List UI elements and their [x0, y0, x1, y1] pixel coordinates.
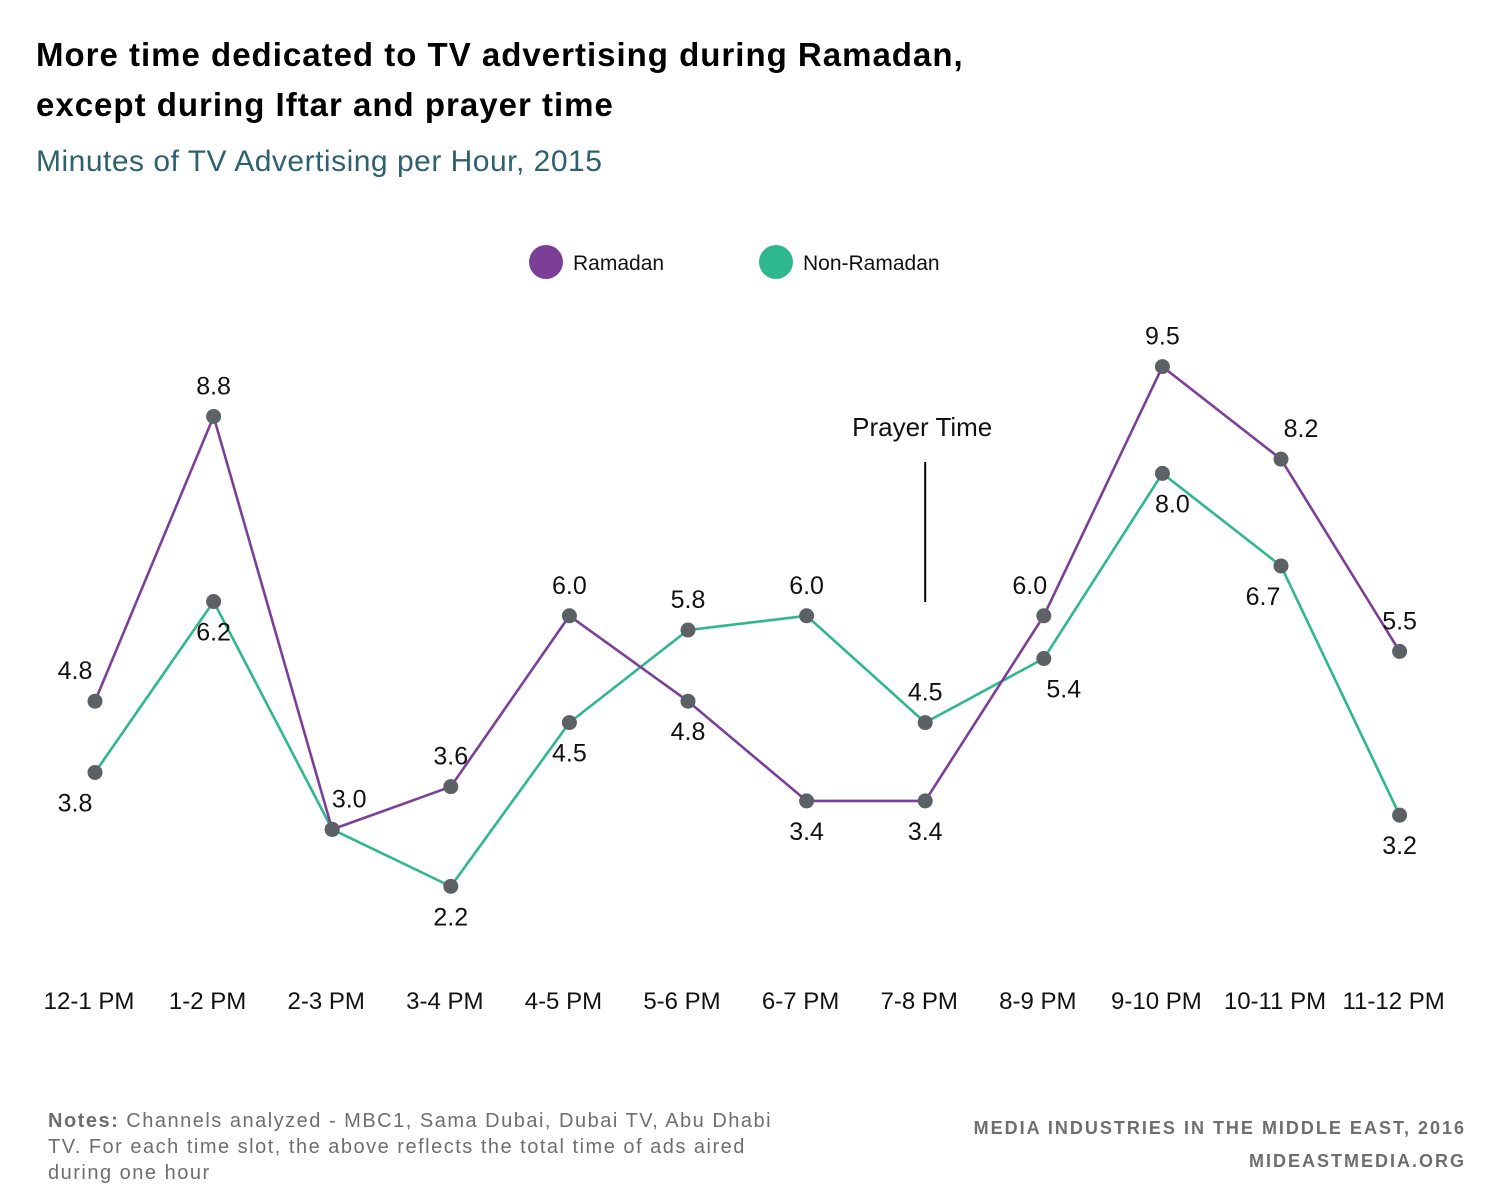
notes-label: Notes: [48, 1110, 120, 1132]
ramadan-point-2 [206, 408, 222, 424]
x-tick-label-12: 11-12 PM [1342, 988, 1444, 1015]
ramadan-point-6 [680, 693, 696, 709]
non-ramadan-value-label-7: 6.0 [789, 572, 824, 600]
x-tick-label-10: 9-10 PM [1111, 988, 1202, 1015]
ramadan-value-label-7: 3.4 [789, 818, 824, 846]
chart-subtitle: Minutes of TV Advertising per Hour, 2015 [36, 145, 603, 178]
ramadan-point-10 [1154, 359, 1170, 375]
ramadan-value-label-2: 8.8 [196, 372, 231, 400]
non-ramadan-point-7 [799, 608, 815, 624]
x-tick-label-2: 1-2 PM [169, 988, 246, 1015]
ramadan-point-9 [1036, 608, 1052, 624]
ramadan-point-5 [561, 608, 577, 624]
ramadan-line [93, 365, 1401, 831]
non-ramadan-point-9 [1036, 651, 1052, 667]
non-ramadan-value-label-4: 2.2 [433, 903, 468, 931]
legend-marker-ramadan [529, 245, 563, 279]
x-tick-label-1: 12-1 PM [44, 988, 135, 1015]
ramadan-value-label-5: 6.0 [552, 572, 587, 600]
x-tick-label-3: 2-3 PM [288, 988, 365, 1015]
non-ramadan-point-11 [1273, 558, 1289, 574]
ramadan-point-4 [443, 779, 459, 795]
non-ramadan-value-label-10: 8.0 [1155, 490, 1190, 518]
ramadan-value-label-4: 3.6 [433, 743, 468, 771]
non-ramadan-value-label-11: 6.7 [1246, 583, 1281, 611]
non-ramadan-value-label-6: 5.8 [671, 586, 706, 614]
non-ramadan-point-10 [1154, 465, 1170, 481]
non-ramadan-value-label-1: 3.8 [58, 789, 93, 817]
non-ramadan-point-5 [561, 715, 577, 731]
line-chart: Ramadan Non-Ramadan Prayer Time 4.8 8.8 3.0 3.… [44, 245, 1445, 1015]
non-ramadan-value-label-9: 5.4 [1046, 676, 1081, 704]
ramadan-value-label-9: 6.0 [1012, 572, 1047, 600]
credit: MEDIA INDUSTRIES IN THE MIDDLE EAST, 201… [974, 1112, 1466, 1178]
non-ramadan-point-8 [917, 715, 933, 731]
legend-marker-non-ramadan [759, 245, 793, 279]
non-ramadan-point-4 [443, 878, 459, 894]
ramadan-value-label-6: 4.8 [671, 718, 706, 746]
legend-label-non-ramadan: Non-Ramadan [803, 252, 940, 275]
non-ramadan-point-1 [87, 764, 103, 780]
x-tick-label-5: 4-5 PM [525, 988, 602, 1015]
notes-text: Channels analyzed - MBC1, Sama Dubai, Du… [48, 1110, 773, 1184]
ramadan-value-label-10: 9.5 [1145, 323, 1180, 351]
ramadan-value-label-8: 3.4 [908, 818, 943, 846]
title-line-2: except during Iftar and prayer time [36, 86, 614, 123]
non-ramadan-line [93, 472, 1401, 888]
x-tick-label-7: 6-7 PM [762, 988, 839, 1015]
x-tick-label-4: 3-4 PM [406, 988, 483, 1015]
title-line-1: More time dedicated to TV advertising du… [36, 36, 964, 73]
ramadan-point-12 [1392, 643, 1408, 659]
non-ramadan-point-2 [206, 594, 222, 610]
non-ramadan-point-12 [1392, 807, 1408, 823]
ramadan-value-label-11: 8.2 [1284, 415, 1319, 443]
non-ramadan-value-label-12: 3.2 [1382, 832, 1417, 860]
non-ramadan-value-label-8: 4.5 [908, 679, 943, 707]
non-ramadan-value-label-2: 6.2 [196, 619, 231, 647]
x-tick-label-9: 8-9 PM [999, 988, 1076, 1015]
x-tick-label-11: 10-11 PM [1224, 988, 1326, 1015]
non-ramadan-point-3 [324, 821, 340, 837]
x-tick-label-6: 5-6 PM [643, 988, 720, 1015]
legend-label-ramadan: Ramadan [573, 252, 664, 275]
ramadan-value-label-12: 5.5 [1382, 607, 1417, 635]
ramadan-value-label-3: 3.0 [332, 785, 367, 813]
annotation-label: Prayer Time [852, 412, 992, 442]
credit-line-2: MIDEASTMEDIA.ORG [1248, 1151, 1466, 1171]
ramadan-point-7 [799, 793, 815, 809]
chart-title: More time dedicated to TV advertising du… [36, 30, 1336, 130]
non-ramadan-point-6 [680, 622, 696, 638]
ramadan-point-1 [87, 693, 103, 709]
notes: Notes: Channels analyzed - MBC1, Sama Du… [48, 1108, 808, 1186]
ramadan-point-8 [917, 793, 933, 809]
non-ramadan-value-label-5: 4.5 [552, 740, 587, 768]
ramadan-point-11 [1273, 451, 1289, 467]
x-tick-label-8: 7-8 PM [881, 988, 958, 1015]
credit-line-1: MEDIA INDUSTRIES IN THE MIDDLE EAST, 201… [973, 1118, 1466, 1138]
ramadan-value-label-1: 4.8 [58, 657, 93, 685]
